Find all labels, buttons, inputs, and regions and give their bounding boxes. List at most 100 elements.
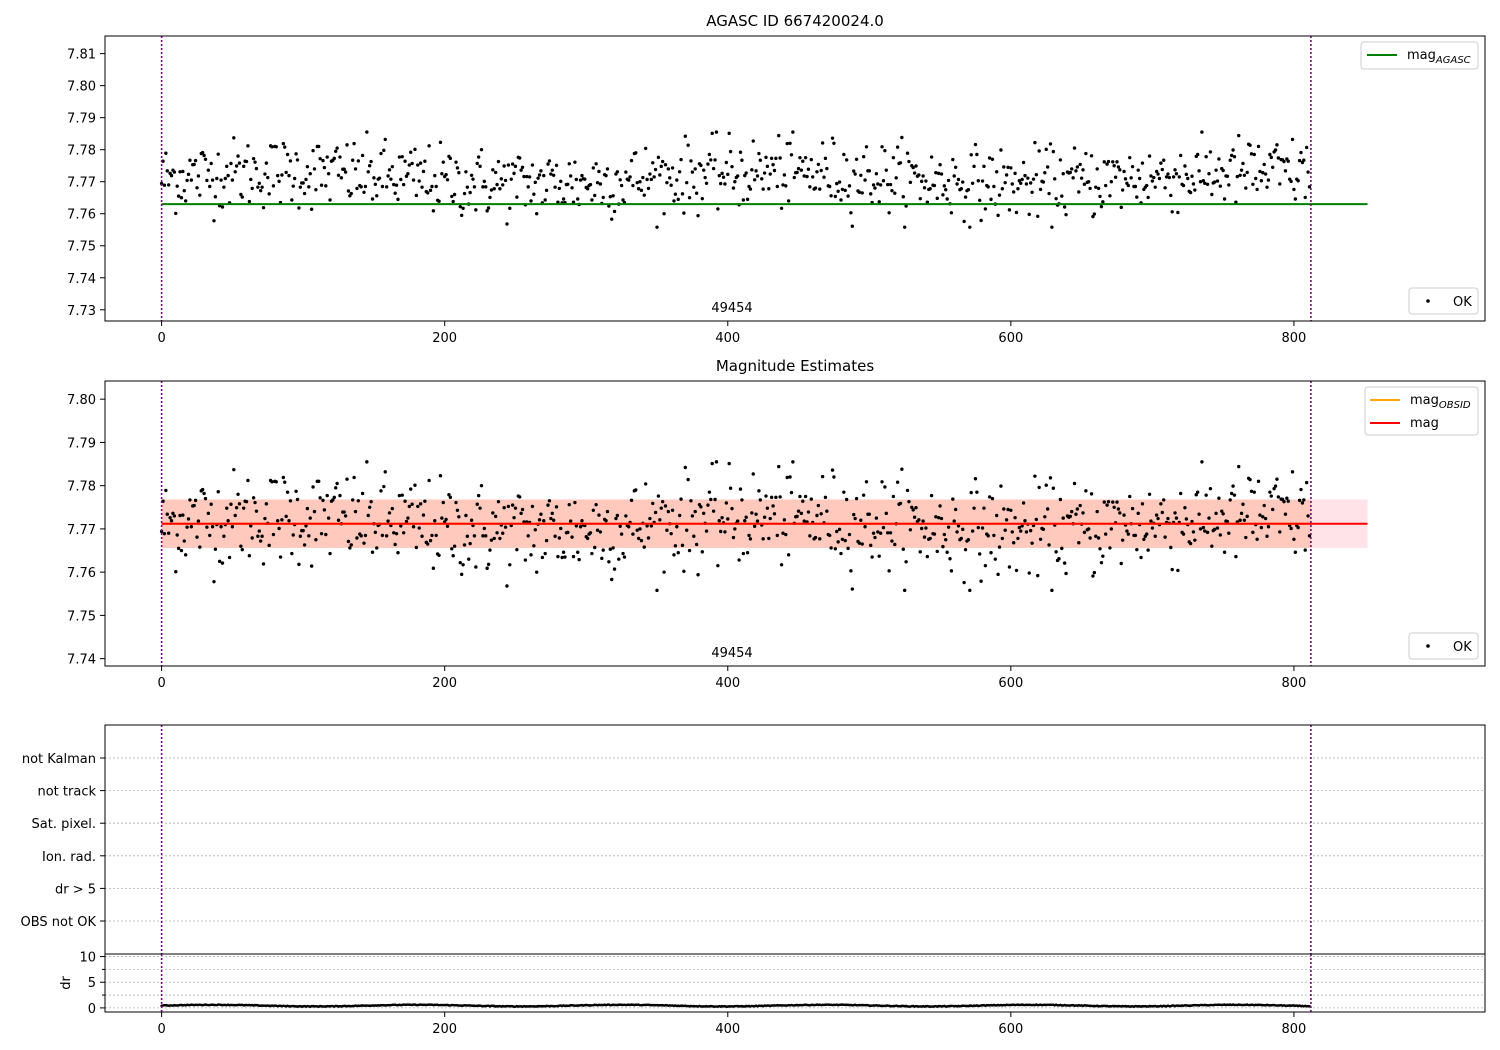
agasc-point: [900, 135, 904, 140]
magnitude-point: [185, 525, 189, 529]
agasc-point: [649, 177, 654, 182]
agasc-point: [805, 174, 809, 179]
magnitude-point: [631, 532, 635, 536]
agasc-point: [877, 200, 881, 204]
agasc-point: [304, 177, 308, 182]
magnitude-point: [999, 484, 1003, 488]
magnitude-y-axis: 7.747.757.767.777.787.797.80: [67, 393, 105, 668]
agasc-point: [907, 159, 911, 164]
agasc-point: [349, 191, 353, 196]
agasc-point: [1038, 187, 1043, 192]
agasc-point: [860, 191, 864, 195]
magnitude-point: [1296, 525, 1300, 530]
agasc-point: [476, 155, 481, 159]
agasc-point: [430, 184, 434, 189]
agasc-point: [1259, 179, 1264, 183]
magnitude-point: [716, 563, 720, 568]
magnitude-point: [284, 514, 288, 519]
agasc-point: [1129, 176, 1133, 180]
magnitude-point: [1304, 480, 1309, 485]
magnitude-point: [969, 490, 973, 495]
magnitude-point: [178, 513, 182, 518]
agasc-point: [302, 191, 307, 196]
magnitude-point: [696, 573, 700, 577]
agasc-point: [816, 162, 821, 167]
agasc-point: [553, 185, 557, 189]
agasc-point: [1108, 194, 1112, 198]
magnitude-point: [397, 493, 402, 498]
magnitude-point: [317, 479, 321, 484]
magnitude-point: [210, 525, 215, 529]
magnitude-x-tick-label: 800: [1282, 676, 1307, 691]
agasc-point: [670, 166, 675, 170]
magnitude-point: [669, 531, 673, 536]
magnitude-point: [622, 555, 627, 559]
agasc-point: [648, 172, 652, 176]
agasc-point: [409, 150, 413, 154]
magnitude-point: [1272, 486, 1276, 491]
magnitude-point: [986, 534, 990, 538]
agasc-point: [774, 156, 778, 161]
magnitude-point: [1033, 474, 1037, 478]
magnitude-point: [567, 502, 571, 507]
agasc-point: [601, 195, 605, 200]
agasc-point: [182, 188, 186, 193]
agasc-point: [656, 155, 661, 160]
magnitude-point: [864, 480, 869, 484]
agasc-point: [546, 162, 550, 166]
agasc-point: [410, 161, 414, 166]
magnitude-point: [447, 493, 451, 497]
magnitude-point: [757, 489, 761, 493]
agasc-point: [785, 141, 789, 146]
magnitude-point: [861, 493, 866, 497]
agasc-point: [264, 161, 269, 165]
agasc-point: [594, 162, 598, 166]
magnitude-point: [256, 534, 260, 538]
agasc-point: [373, 182, 378, 186]
agasc-point: [585, 187, 590, 191]
magnitude-point: [434, 533, 438, 538]
magnitude-point: [396, 550, 400, 555]
agasc-point: [1075, 165, 1080, 169]
magnitude-point: [1133, 533, 1138, 538]
agasc-point: [955, 182, 959, 186]
dr-x-tick-label: 600: [998, 1022, 1023, 1037]
agasc-point: [760, 177, 764, 181]
agasc-point: [365, 130, 369, 134]
agasc-point: [1000, 187, 1005, 191]
agasc-point: [690, 170, 695, 174]
agasc-point: [420, 185, 424, 189]
magnitude-point: [1062, 561, 1067, 565]
agasc-point: [672, 199, 676, 203]
agasc-point: [440, 171, 444, 176]
agasc-point: [206, 168, 211, 172]
magnitude-point: [917, 518, 921, 522]
agasc-point: [244, 159, 249, 164]
agasc-magnitude-panel: AGASC ID 667420024.0 49454 7.737.747.757…: [67, 12, 1486, 346]
magnitude-point: [777, 464, 781, 469]
agasc-point: [547, 159, 552, 163]
magnitude-point: [209, 502, 213, 506]
magnitude-point: [469, 518, 474, 522]
agasc-point: [1115, 160, 1119, 164]
magnitude-point: [593, 545, 597, 550]
magnitude-point: [462, 543, 467, 547]
agasc-point: [406, 171, 410, 176]
magnitude-point: [605, 509, 610, 514]
magnitude-point: [809, 497, 813, 501]
magnitude-point: [518, 495, 522, 499]
agasc-point: [515, 195, 519, 199]
magnitude-point: [884, 511, 888, 516]
magnitude-point: [465, 534, 470, 538]
flags-category-label: not Kalman: [22, 752, 96, 767]
dr-x-tick-label: 0: [157, 1022, 165, 1037]
agasc-point: [1282, 159, 1286, 164]
magnitude-point: [842, 490, 846, 494]
agasc-ok-legend: OK: [1408, 287, 1479, 315]
agasc-point: [707, 152, 712, 157]
magnitude-point: [174, 570, 178, 574]
agasc-point: [334, 149, 338, 153]
magnitude-point: [554, 505, 559, 509]
magnitude-point: [1135, 547, 1139, 552]
magnitude-point: [1201, 525, 1206, 530]
